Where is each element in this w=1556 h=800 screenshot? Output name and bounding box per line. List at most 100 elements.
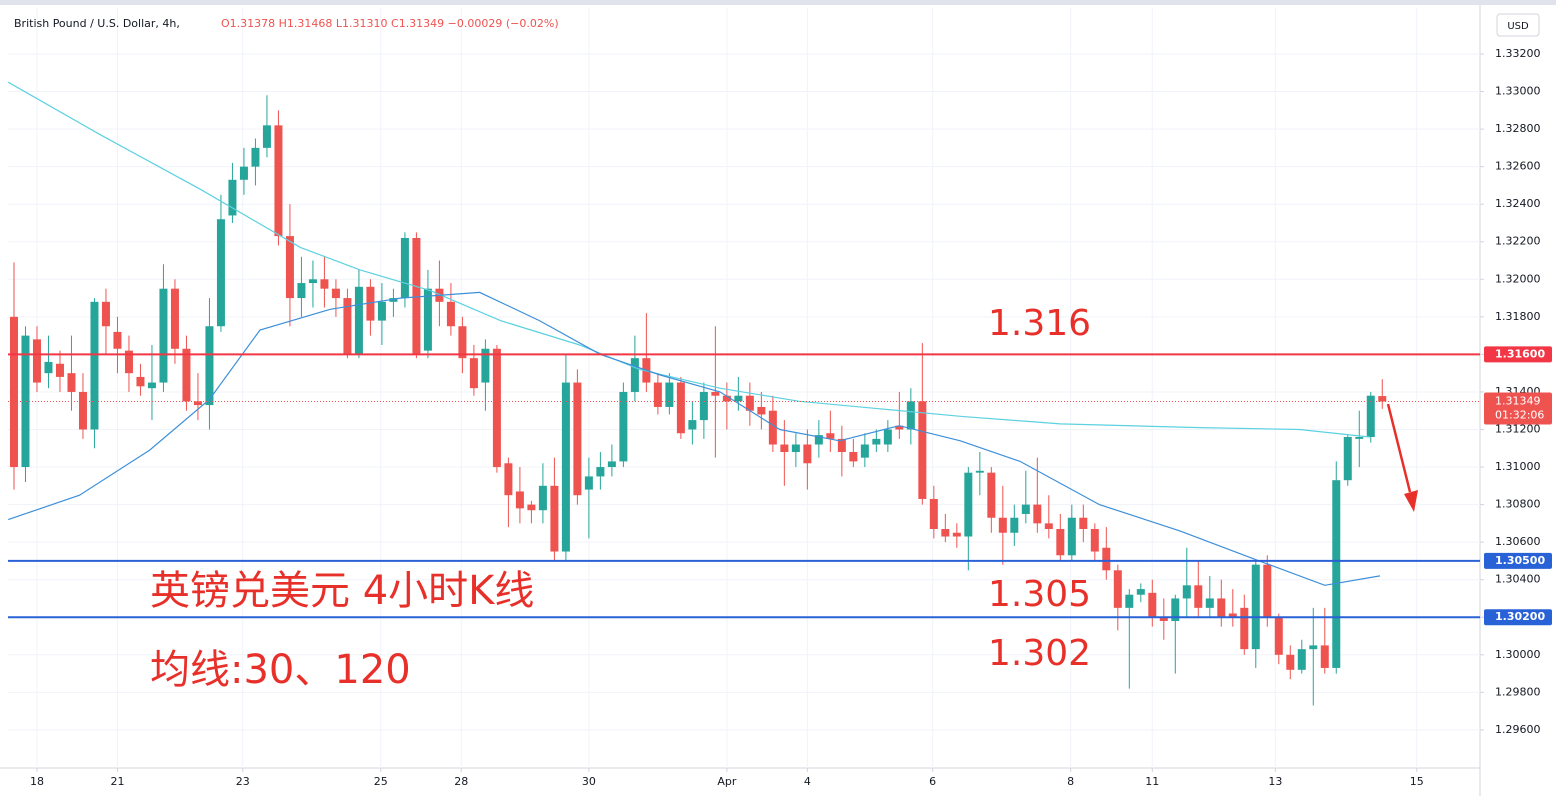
arrow-head xyxy=(1404,490,1418,512)
x-tick-label: 8 xyxy=(1067,775,1074,788)
candle-body xyxy=(849,452,858,462)
moving-average xyxy=(7,81,1370,438)
candle-body xyxy=(837,438,846,453)
candle-body xyxy=(159,288,168,383)
candle-body xyxy=(67,373,76,392)
candle-body xyxy=(872,438,881,445)
price-badge-label: 1.30200 xyxy=(1495,610,1545,623)
candle-body xyxy=(147,382,156,389)
y-tick-label: 1.30600 xyxy=(1495,535,1541,548)
countdown: 01:32:06 xyxy=(1495,409,1544,422)
y-tick-label: 1.31000 xyxy=(1495,460,1541,473)
candle-body xyxy=(1297,649,1306,670)
candle-body xyxy=(354,286,363,355)
candle-body xyxy=(711,391,720,396)
x-tick-label: 15 xyxy=(1410,775,1424,788)
candle-body xyxy=(1332,480,1341,668)
y-tick-label: 1.31200 xyxy=(1495,422,1541,435)
candle-body xyxy=(400,237,409,299)
top-frame xyxy=(0,0,1556,5)
candle-body xyxy=(630,358,639,392)
candle-body xyxy=(584,476,593,490)
candle-body xyxy=(826,433,835,439)
last-price-badge xyxy=(1484,392,1552,425)
candle-body xyxy=(1274,617,1283,655)
candle-body xyxy=(423,288,432,351)
x-tick-label: 6 xyxy=(929,775,936,788)
candle-body xyxy=(1320,645,1329,668)
candle-body xyxy=(895,425,904,430)
x-tick-label: 4 xyxy=(804,775,811,788)
candle-body xyxy=(780,444,789,453)
candle-body xyxy=(722,395,731,402)
y-tick-label: 1.33000 xyxy=(1495,85,1541,98)
candle-body xyxy=(228,179,237,216)
candle-body xyxy=(32,339,41,383)
candle-body xyxy=(527,504,536,511)
candle-body xyxy=(343,298,352,355)
y-tick-label: 1.33200 xyxy=(1495,47,1541,60)
candle-body xyxy=(975,470,984,473)
candle-body xyxy=(481,348,490,383)
candle-body xyxy=(458,326,467,359)
candle-body xyxy=(1217,598,1226,618)
candle-body xyxy=(205,326,214,406)
currency[interactable]: USD xyxy=(1507,21,1529,32)
candle-body xyxy=(412,237,421,355)
candle-body xyxy=(331,288,340,299)
candle-body xyxy=(538,485,547,511)
candle-body xyxy=(734,395,743,402)
candle-body xyxy=(113,331,122,349)
candle-body xyxy=(768,410,777,445)
price-badge xyxy=(1484,346,1552,363)
symbol: British Pound / U.S. Dollar, 4h, xyxy=(14,17,180,30)
candle-body xyxy=(814,435,823,445)
x-tick-label: 25 xyxy=(374,775,388,788)
candle-body xyxy=(78,391,87,430)
candle-body xyxy=(469,358,478,389)
candle-body xyxy=(182,348,191,402)
candle-body xyxy=(607,461,616,468)
candle-body xyxy=(377,301,386,321)
candle-body xyxy=(193,401,202,406)
y-tick-label: 1.32600 xyxy=(1495,160,1541,173)
candle-body xyxy=(285,236,294,299)
candle-body xyxy=(274,125,283,237)
candle-body xyxy=(561,382,570,552)
candle-body xyxy=(964,472,973,537)
candle-body xyxy=(1355,437,1364,439)
candle-body xyxy=(1171,598,1180,621)
x-tick-label: 13 xyxy=(1268,775,1282,788)
candle-body xyxy=(170,288,179,349)
candle-body xyxy=(1056,528,1065,556)
y-tick-label: 1.30400 xyxy=(1495,573,1541,586)
candle-body xyxy=(699,391,708,421)
candle-body xyxy=(619,391,628,462)
candle-body xyxy=(389,298,398,302)
candle-body xyxy=(1240,607,1249,650)
candle-body xyxy=(688,420,697,430)
candle-body xyxy=(1309,645,1318,650)
x-tick-label: 23 xyxy=(236,775,250,788)
candle-body xyxy=(1136,589,1145,595)
x-tick-label: 11 xyxy=(1145,775,1159,788)
y-tick-label: 1.29800 xyxy=(1495,685,1541,698)
y-tick-label: 1.32400 xyxy=(1495,197,1541,210)
currency-box[interactable] xyxy=(1496,13,1540,37)
candle-body xyxy=(918,401,927,499)
candle-body xyxy=(492,348,501,468)
y-tick-label: 1.31800 xyxy=(1495,310,1541,323)
last-price-label: 1.31349 xyxy=(1495,395,1541,408)
x-tick-label: 18 xyxy=(30,775,44,788)
price-badge-label: 1.30500 xyxy=(1495,554,1545,567)
candle-body xyxy=(941,528,950,537)
candle-body xyxy=(44,361,53,374)
candle-body xyxy=(1067,517,1076,556)
candle-body xyxy=(550,485,559,552)
candle-body xyxy=(906,401,915,430)
candle-body xyxy=(1010,517,1019,533)
candle-body xyxy=(251,147,260,167)
candle-body xyxy=(745,395,754,411)
candle-body xyxy=(1033,504,1042,524)
candle-body xyxy=(1182,585,1191,599)
